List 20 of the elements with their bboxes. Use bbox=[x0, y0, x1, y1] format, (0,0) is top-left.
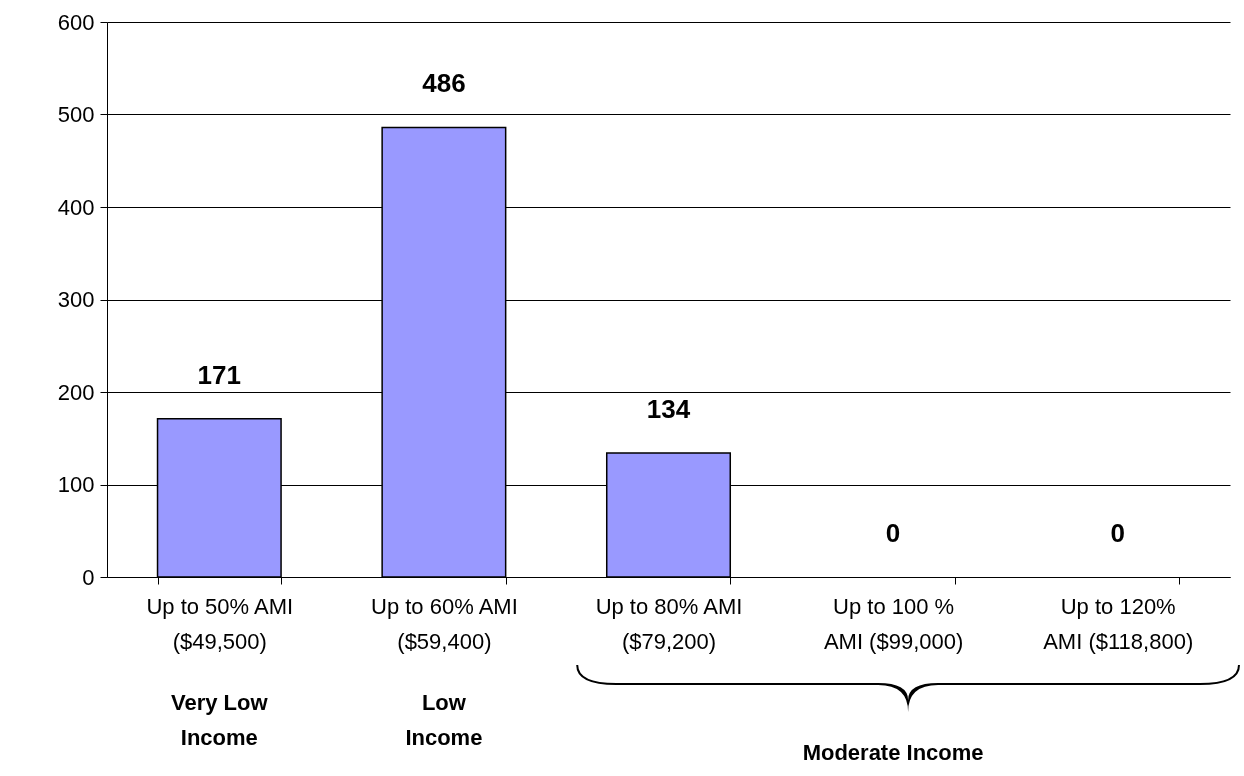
y-tick-label: 0 bbox=[82, 564, 95, 590]
x-tick-label: Up to 50% AMI ($49,500) bbox=[146, 593, 294, 654]
data-label: 134 bbox=[646, 394, 691, 425]
x-tick-label: Up to 80% AMI ($79,200) bbox=[595, 593, 743, 654]
y-tick-label: 600 bbox=[57, 9, 95, 35]
y-tick-label: 200 bbox=[57, 379, 95, 405]
data-label: 0 bbox=[885, 518, 901, 548]
y-tick-label: 400 bbox=[57, 194, 95, 220]
x-tick-label: Up to 120% AMI ($118,800) bbox=[1043, 593, 1194, 654]
text: Very Low Income bbox=[171, 689, 268, 752]
text: Low Income bbox=[405, 689, 483, 752]
y-tick-label: 300 bbox=[57, 287, 95, 312]
y-tick-label: 500 bbox=[57, 102, 95, 127]
text: Moderate Income bbox=[802, 739, 984, 767]
data-label: 171 bbox=[197, 359, 241, 390]
x-tick-label: Up to 100 % AMI ($99,000) bbox=[823, 593, 964, 654]
y-tick-label: 100 bbox=[57, 472, 95, 497]
data-label: 486 bbox=[422, 68, 466, 99]
data-label: 0 bbox=[1110, 518, 1125, 548]
x-tick-label: Up to 60% AMI ($59,400) bbox=[371, 593, 518, 654]
